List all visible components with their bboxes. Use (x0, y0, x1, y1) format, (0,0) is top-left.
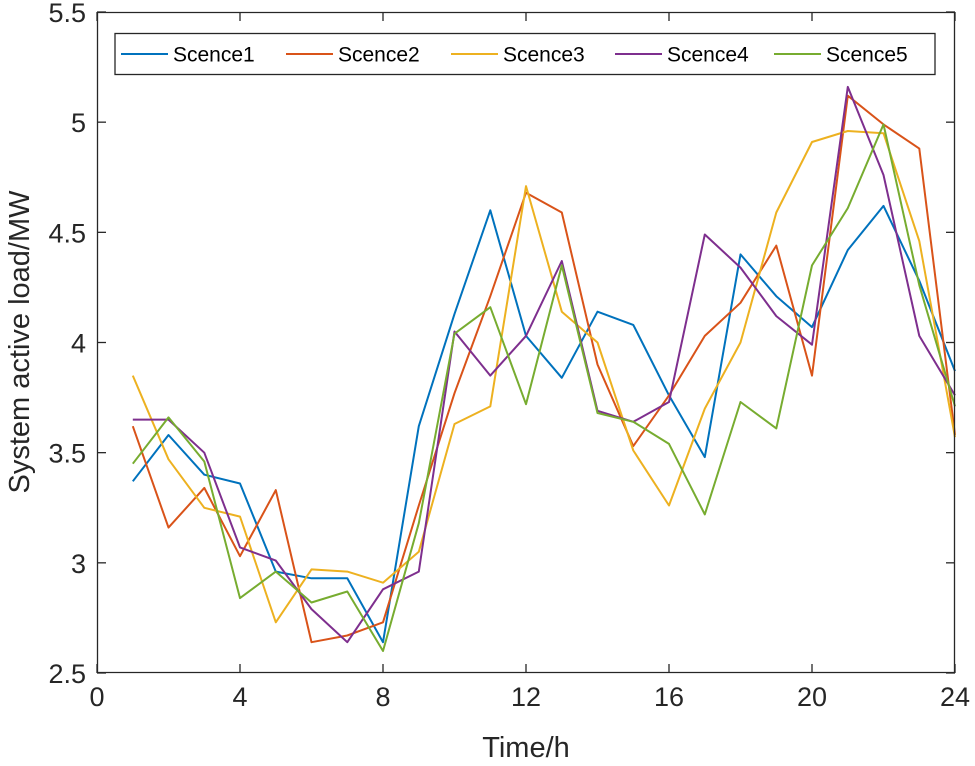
series-line-3 (131, 130, 956, 624)
x-ticks: 0 4 8 12 16 20 24 (89, 12, 970, 712)
legend-label-2: Scence2 (338, 44, 420, 67)
x-axis-title: Time/h (482, 732, 570, 764)
x-tick-label: 0 (89, 682, 104, 712)
y-tick-label: 3.5 (48, 439, 86, 469)
legend-label-4: Scence4 (667, 44, 749, 67)
y-tick-label: 5.5 (48, 0, 86, 28)
series-line-4 (132, 85, 956, 644)
legend-label-5: Scence5 (826, 44, 908, 67)
y-tick-label: 4.5 (48, 218, 86, 248)
plot-lines (131, 85, 956, 652)
y-tick-label: 5 (71, 108, 86, 138)
y-tick-label: 2.5 (48, 659, 86, 689)
legend-label-1: Scence1 (173, 44, 255, 67)
y-axis-title: System active load/MW (4, 190, 36, 494)
legend-label-3: Scence3 (503, 44, 585, 67)
y-tick-label: 3 (71, 549, 86, 579)
axes-frame (96, 11, 956, 674)
x-tick-label: 24 (940, 682, 970, 712)
x-tick-label: 12 (511, 682, 541, 712)
legend: Scence1 Scence2 Scence3 Scence4 Scence5 (114, 32, 936, 76)
series-line-2 (131, 94, 956, 644)
y-tick-label: 4 (71, 329, 86, 359)
series-line-1 (132, 204, 956, 644)
series-line-5 (132, 123, 956, 652)
y-ticks: 2.5 3 3.5 4 4.5 5 5.5 (48, 0, 955, 689)
x-tick-label: 16 (654, 682, 684, 712)
x-tick-label: 20 (797, 682, 827, 712)
x-tick-label: 4 (232, 682, 247, 712)
x-tick-label: 8 (375, 682, 390, 712)
